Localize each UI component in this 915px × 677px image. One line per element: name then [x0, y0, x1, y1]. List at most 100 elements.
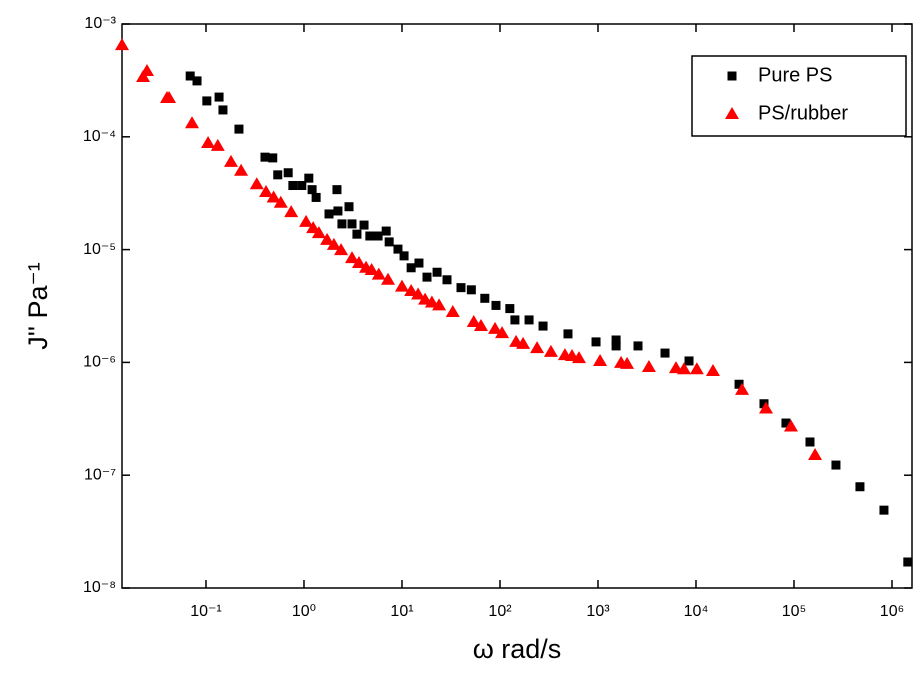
marker	[758, 401, 773, 414]
marker	[414, 258, 424, 268]
marker	[445, 304, 460, 317]
x-tick-label: 10³	[586, 603, 610, 620]
marker	[393, 244, 403, 254]
marker	[735, 382, 750, 395]
marker	[620, 356, 635, 369]
marker	[364, 262, 379, 275]
y-tick-label: 10⁻⁸	[83, 579, 116, 596]
marker	[473, 319, 488, 332]
marker	[563, 329, 573, 339]
y-tick-label: 10⁻⁷	[84, 466, 116, 483]
marker	[633, 341, 643, 351]
marker	[611, 341, 621, 351]
marker	[422, 272, 432, 282]
marker	[311, 226, 326, 239]
marker	[725, 107, 739, 119]
marker	[185, 71, 195, 81]
marker	[210, 138, 225, 151]
marker	[381, 226, 391, 236]
marker	[214, 92, 224, 102]
plot-frame	[121, 23, 913, 589]
marker	[273, 195, 288, 208]
marker	[783, 419, 798, 432]
marker	[284, 205, 299, 218]
marker	[516, 336, 531, 349]
marker	[115, 38, 129, 51]
marker	[162, 90, 177, 103]
x-axis-title: ω rad/s	[473, 634, 562, 664]
marker	[591, 337, 601, 347]
marker	[411, 287, 426, 300]
marker	[505, 304, 515, 314]
marker	[759, 399, 769, 409]
marker	[202, 96, 212, 106]
marker	[488, 321, 503, 334]
marker	[259, 185, 274, 198]
marker	[304, 173, 314, 183]
x-tick-label: 10⁶	[880, 603, 904, 620]
marker	[320, 232, 335, 245]
marker	[224, 154, 239, 167]
y-tick-label: 10⁻⁵	[83, 241, 116, 258]
marker	[689, 362, 704, 375]
marker	[805, 437, 815, 447]
marker	[266, 190, 281, 203]
x-tick-label: 10⁰	[292, 603, 316, 620]
marker	[288, 181, 298, 191]
marker	[543, 344, 558, 357]
marker	[466, 285, 476, 295]
legend-label: PS/rubber	[758, 102, 848, 124]
y-axis-title: J'' Pa⁻¹	[23, 262, 53, 350]
marker	[705, 363, 720, 376]
marker	[326, 237, 341, 250]
marker	[333, 206, 343, 216]
marker	[530, 341, 545, 354]
marker	[404, 283, 419, 296]
y-tick-label: 10⁻⁴	[83, 128, 116, 145]
marker	[611, 335, 621, 345]
marker	[660, 348, 670, 358]
marker	[347, 219, 357, 229]
marker	[903, 557, 913, 567]
marker	[139, 64, 154, 77]
marker	[684, 356, 694, 366]
marker	[273, 170, 283, 180]
marker	[381, 272, 396, 285]
x-tick-label: 10⁻¹	[190, 603, 222, 620]
marker	[571, 351, 586, 364]
marker	[495, 326, 510, 339]
marker	[677, 362, 692, 375]
marker	[307, 185, 317, 195]
marker	[727, 71, 737, 81]
marker	[185, 116, 200, 129]
marker	[249, 177, 264, 190]
marker	[234, 163, 249, 176]
marker	[332, 185, 342, 195]
marker	[218, 105, 228, 115]
y-tick-label: 10⁻³	[84, 15, 116, 32]
y-tick-label: 10⁻⁶	[83, 354, 116, 371]
marker	[879, 505, 889, 515]
marker	[351, 256, 366, 269]
x-tick-label: 10⁵	[782, 603, 806, 620]
x-tick-label: 10²	[488, 603, 512, 620]
marker	[466, 315, 481, 328]
marker	[345, 251, 360, 264]
marker	[260, 152, 270, 162]
marker	[384, 237, 394, 247]
marker	[442, 275, 452, 285]
marker	[359, 220, 369, 230]
marker	[491, 300, 501, 310]
marker	[234, 124, 244, 134]
marker	[424, 295, 439, 308]
marker	[365, 231, 375, 241]
marker	[432, 267, 442, 277]
marker	[855, 482, 865, 492]
x-tick-label: 10¹	[390, 603, 413, 620]
marker	[311, 192, 321, 202]
marker	[456, 283, 466, 293]
marker	[344, 202, 354, 212]
marker	[299, 214, 314, 227]
marker	[524, 315, 534, 325]
